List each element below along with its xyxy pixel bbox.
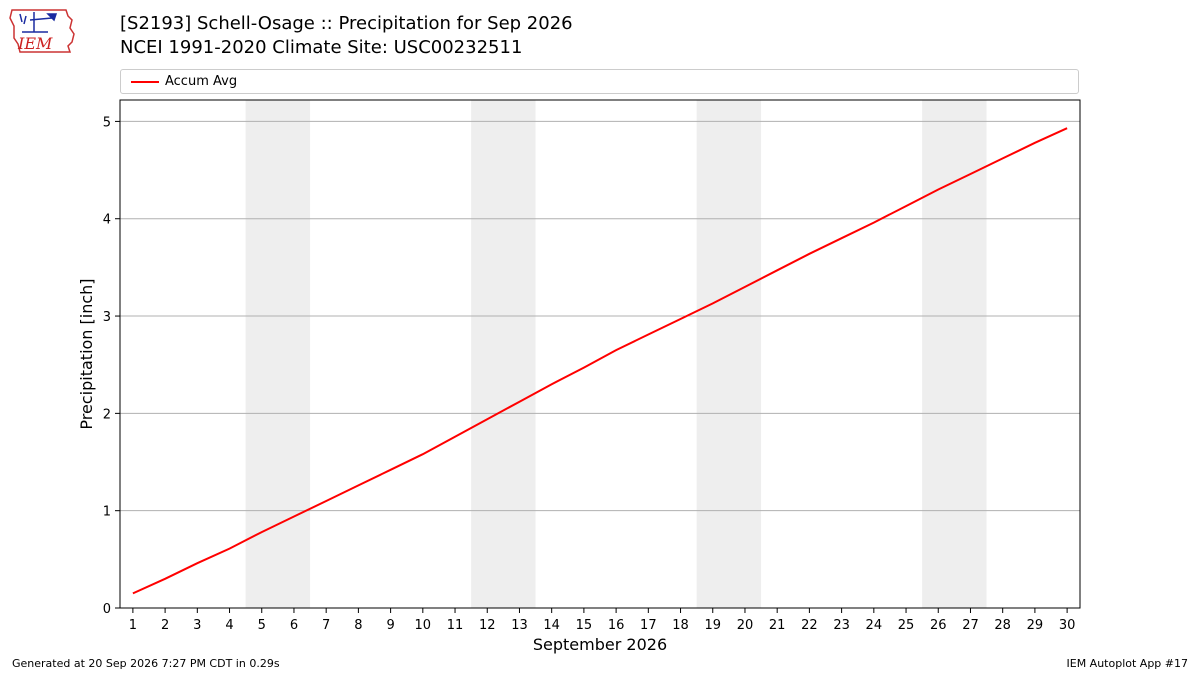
footer-generated: Generated at 20 Sep 2026 7:27 PM CDT in … (12, 657, 280, 670)
x-tick-label: 28 (994, 618, 1011, 633)
x-tick-label: 6 (290, 618, 298, 633)
legend-label-accum-avg: Accum Avg (165, 74, 238, 89)
chart-title: [S2193] Schell-Osage :: Precipitation fo… (120, 13, 573, 34)
series-line-accum-avg (132, 127, 1068, 595)
weekend-band (471, 100, 536, 608)
plot-frame (119, 99, 1081, 609)
x-tick-label: 18 (672, 618, 689, 633)
legend: Accum Avg (120, 69, 1079, 94)
y-tick-label: 2 (103, 407, 111, 422)
x-tick-label: 24 (866, 618, 883, 633)
x-tick-label: 22 (801, 618, 818, 633)
x-tick-label: 21 (769, 618, 786, 633)
iem-logo: IEM (9, 9, 75, 53)
svg-text:IEM: IEM (17, 34, 53, 53)
x-tick-label: 29 (1027, 618, 1044, 633)
x-tick-label: 5 (258, 618, 266, 633)
weekend-band (245, 100, 311, 608)
x-tick-label: 30 (1059, 618, 1076, 633)
x-tick-label: 20 (737, 618, 754, 633)
x-tick-label: 19 (704, 618, 721, 633)
x-tick-label: 16 (608, 618, 625, 633)
y-tick-label: 4 (103, 213, 111, 228)
x-tick-label: 27 (962, 618, 979, 633)
x-tick-label: 10 (415, 618, 432, 633)
x-tick-label: 17 (640, 618, 657, 633)
y-tick-label: 5 (103, 115, 111, 130)
x-tick-label: 23 (833, 618, 850, 633)
x-tick-label: 1 (129, 618, 137, 633)
chart-subtitle: NCEI 1991-2020 Climate Site: USC00232511 (120, 37, 523, 58)
y-tick-label: 0 (103, 602, 111, 617)
x-tick-label: 26 (930, 618, 947, 633)
weekend-band (922, 100, 987, 608)
legend-swatch-accum-avg (131, 81, 159, 83)
x-tick-label: 4 (225, 618, 233, 633)
x-tick-label: 25 (898, 618, 915, 633)
y-tick-label: 3 (103, 310, 111, 325)
x-axis-label: September 2026 (533, 635, 667, 654)
x-tick-label: 7 (322, 618, 330, 633)
x-tick-label: 14 (543, 618, 560, 633)
weekend-band (696, 100, 762, 608)
footer-app-id: IEM Autoplot App #17 (1066, 657, 1189, 670)
y-axis-label: Precipitation [inch] (77, 278, 96, 429)
x-tick-label: 2 (161, 618, 169, 633)
x-tick-label: 8 (354, 618, 362, 633)
x-tick-label: 15 (576, 618, 593, 633)
y-tick-label: 1 (103, 505, 111, 520)
x-tick-label: 13 (511, 618, 528, 633)
x-tick-label: 12 (479, 618, 496, 633)
x-tick-label: 11 (447, 618, 464, 633)
x-tick-label: 3 (193, 618, 201, 633)
x-tick-label: 9 (386, 618, 394, 633)
